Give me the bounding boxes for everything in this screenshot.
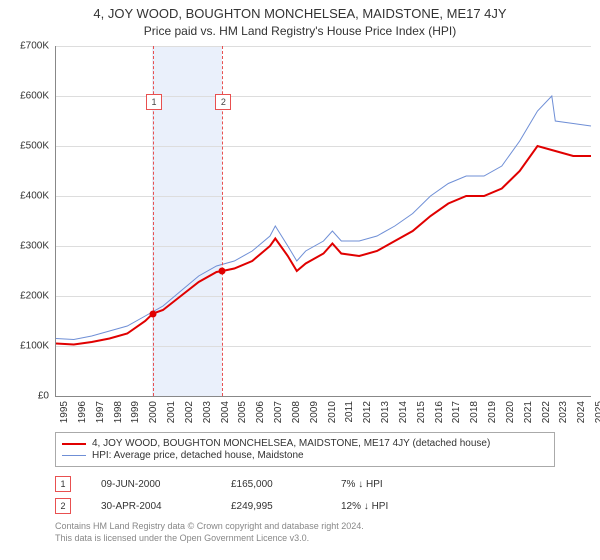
- x-axis-label: 2021: [523, 401, 534, 423]
- x-axis-label: 2002: [184, 401, 195, 423]
- x-axis-label: 2020: [505, 401, 516, 423]
- x-axis-label: 2008: [291, 401, 302, 423]
- x-axis-label: 2019: [487, 401, 498, 423]
- x-axis-label: 1995: [59, 401, 70, 423]
- y-axis-label: £600K: [20, 91, 49, 102]
- x-axis-label: 1997: [95, 401, 106, 423]
- x-axis-label: 2015: [416, 401, 427, 423]
- chart-container: 4, JOY WOOD, BOUGHTON MONCHELSEA, MAIDST…: [0, 0, 600, 560]
- line-chart-svg: [56, 46, 591, 396]
- y-axis-label: £700K: [20, 41, 49, 52]
- event-dot: [219, 268, 226, 275]
- x-axis-label: 2005: [237, 401, 248, 423]
- marker-row-1: 1 09-JUN-2000 £165,000 7% ↓ HPI: [55, 473, 555, 495]
- x-axis-label: 2009: [309, 401, 320, 423]
- y-axis-label: £100K: [20, 341, 49, 352]
- x-axis-label: 2016: [434, 401, 445, 423]
- x-axis-label: 2004: [220, 401, 231, 423]
- x-axis-label: 2017: [451, 401, 462, 423]
- x-axis-label: 1996: [77, 401, 88, 423]
- x-axis-label: 2023: [558, 401, 569, 423]
- x-axis-label: 2025: [594, 401, 600, 423]
- x-axis-label: 2006: [255, 401, 266, 423]
- marker-row-2: 2 30-APR-2004 £249,995 12% ↓ HPI: [55, 495, 555, 517]
- marker-price-2: £249,995: [231, 501, 311, 512]
- event-marker-box: 2: [215, 94, 231, 110]
- plot-area: £0£100K£200K£300K£400K£500K£600K£700K199…: [55, 46, 591, 397]
- x-axis-label: 1998: [113, 401, 124, 423]
- chart-title-line2: Price paid vs. HM Land Registry's House …: [10, 24, 590, 38]
- x-axis-label: 2007: [273, 401, 284, 423]
- series-line-hpi: [56, 96, 591, 340]
- footnote-line1: Contains HM Land Registry data © Crown c…: [55, 521, 590, 533]
- x-axis-label: 2024: [576, 401, 587, 423]
- x-axis-label: 2014: [398, 401, 409, 423]
- y-axis-label: £200K: [20, 291, 49, 302]
- event-marker-box: 1: [146, 94, 162, 110]
- legend-label-hpi: HPI: Average price, detached house, Maid…: [92, 450, 304, 461]
- marker-box-2: 2: [55, 498, 71, 514]
- legend: 4, JOY WOOD, BOUGHTON MONCHELSEA, MAIDST…: [55, 432, 555, 467]
- marker-box-1: 1: [55, 476, 71, 492]
- x-axis-label: 2013: [380, 401, 391, 423]
- y-axis-label: £0: [38, 391, 49, 402]
- legend-item-hpi: HPI: Average price, detached house, Maid…: [62, 450, 548, 461]
- series-line-property: [56, 146, 591, 345]
- x-axis-label: 2012: [362, 401, 373, 423]
- marker-date-2: 30-APR-2004: [101, 501, 201, 512]
- legend-item-property: 4, JOY WOOD, BOUGHTON MONCHELSEA, MAIDST…: [62, 438, 548, 449]
- x-axis-label: 2010: [327, 401, 338, 423]
- x-axis-label: 2018: [469, 401, 480, 423]
- y-axis-label: £500K: [20, 141, 49, 152]
- event-dot: [150, 310, 157, 317]
- marker-date-1: 09-JUN-2000: [101, 479, 201, 490]
- x-axis-label: 2001: [166, 401, 177, 423]
- y-axis-label: £300K: [20, 241, 49, 252]
- x-axis-label: 2011: [344, 401, 355, 423]
- chart-title-line1: 4, JOY WOOD, BOUGHTON MONCHELSEA, MAIDST…: [10, 6, 590, 21]
- marker-price-1: £165,000: [231, 479, 311, 490]
- marker-pct-2: 12% ↓ HPI: [341, 501, 431, 512]
- footnote: Contains HM Land Registry data © Crown c…: [55, 521, 590, 544]
- legend-swatch-hpi: [62, 455, 86, 456]
- x-axis-label: 2003: [202, 401, 213, 423]
- x-axis-label: 2022: [541, 401, 552, 423]
- marker-pct-1: 7% ↓ HPI: [341, 479, 431, 490]
- y-axis-label: £400K: [20, 191, 49, 202]
- x-axis-label: 1999: [130, 401, 141, 423]
- marker-table: 1 09-JUN-2000 £165,000 7% ↓ HPI 2 30-APR…: [55, 473, 555, 517]
- x-axis-label: 2000: [148, 401, 159, 423]
- legend-label-property: 4, JOY WOOD, BOUGHTON MONCHELSEA, MAIDST…: [92, 438, 490, 449]
- footnote-line2: This data is licensed under the Open Gov…: [55, 533, 590, 545]
- legend-swatch-property: [62, 443, 86, 445]
